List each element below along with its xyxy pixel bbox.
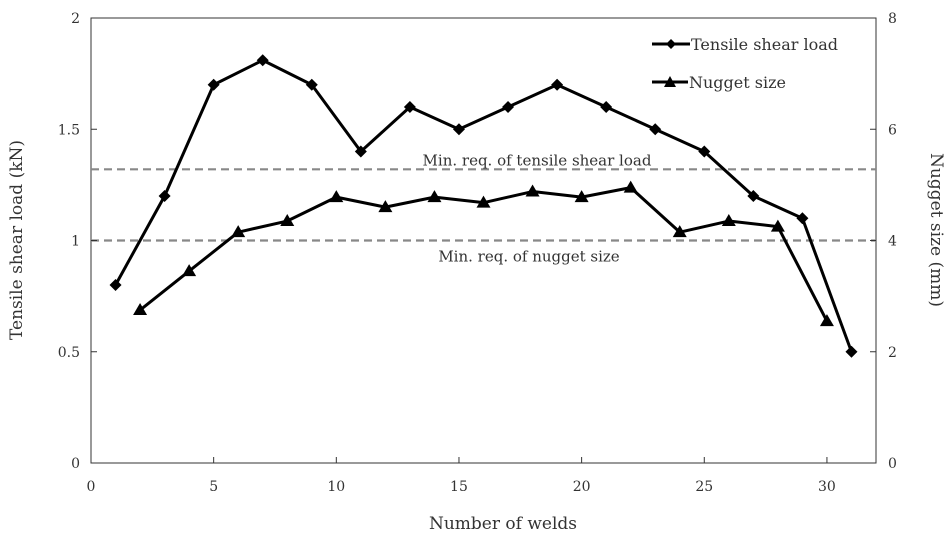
data-point-triangle xyxy=(133,303,148,316)
data-point-triangle xyxy=(231,225,246,238)
data-point-diamond xyxy=(698,145,711,158)
data-point-diamond xyxy=(158,190,171,202)
left-tick-label: 0 xyxy=(71,456,80,472)
legend-item-nugget-size: Nugget size xyxy=(652,73,786,92)
left-tick-label: 1 xyxy=(71,234,80,250)
data-point-triangle xyxy=(770,219,785,232)
data-point-diamond xyxy=(747,190,760,202)
reference-line-label: Min. req. of tensile shear load xyxy=(423,151,652,169)
right-tick-label: 0 xyxy=(888,456,897,472)
left-tick-label: 0.5 xyxy=(58,345,80,361)
legend-item-tensile-shear-load: Tensile shear load xyxy=(652,35,838,54)
data-point-diamond xyxy=(354,145,367,158)
data-point-diamond xyxy=(796,212,809,225)
data-point-triangle xyxy=(623,180,638,193)
right-tick-label: 2 xyxy=(888,345,897,361)
right-axis-ticks: 0 2 4 6 8 xyxy=(870,11,897,472)
data-point-diamond xyxy=(452,123,465,136)
legend-triangle-marker xyxy=(664,76,676,87)
data-point-triangle xyxy=(427,190,442,203)
data-point-triangle xyxy=(329,190,344,203)
data-point-triangle xyxy=(672,225,687,238)
x-axis-ticks: 0 5 10 15 20 25 30 xyxy=(87,457,836,495)
data-point-diamond xyxy=(649,123,662,136)
data-point-triangle xyxy=(819,314,834,327)
reference-line-label: Min. req. of nugget size xyxy=(438,248,619,266)
data-point-diamond xyxy=(109,279,122,291)
left-axis-label: Tensile shear load (kN) xyxy=(7,140,27,340)
legend-label-tensile-shear-load: Tensile shear load xyxy=(691,35,838,54)
data-point-diamond xyxy=(207,78,220,91)
series-layer xyxy=(109,54,858,358)
x-tick-label: 30 xyxy=(818,479,836,495)
data-point-diamond xyxy=(403,101,416,113)
data-point-triangle xyxy=(721,214,736,227)
reference-lines: Min. req. of tensile shear load Min. req.… xyxy=(91,151,876,266)
data-point-triangle xyxy=(378,200,393,213)
data-point-triangle xyxy=(280,214,295,227)
x-tick-label: 25 xyxy=(695,479,713,495)
x-tick-label: 20 xyxy=(573,479,591,495)
legend: Tensile shear load Nugget size xyxy=(652,35,838,92)
data-point-diamond xyxy=(551,78,564,91)
data-point-triangle xyxy=(182,264,197,277)
x-tick-label: 15 xyxy=(450,479,468,495)
data-point-triangle xyxy=(525,184,540,197)
x-tick-label: 5 xyxy=(209,479,218,495)
data-point-diamond xyxy=(256,54,269,67)
data-point-diamond xyxy=(305,78,318,91)
series-line-0 xyxy=(114,58,853,353)
x-tick-label: 0 xyxy=(87,479,96,495)
legend-label-nugget-size: Nugget size xyxy=(689,73,786,92)
data-point-diamond xyxy=(845,345,858,358)
data-point-triangle xyxy=(574,190,589,203)
right-tick-label: 4 xyxy=(888,234,897,250)
data-point-diamond xyxy=(600,101,613,113)
right-tick-label: 8 xyxy=(888,11,897,27)
right-axis-label: Nugget size (mm) xyxy=(926,153,946,307)
legend-diamond-marker xyxy=(666,39,676,49)
left-tick-label: 2 xyxy=(71,11,80,27)
x-axis-label: Number of welds xyxy=(429,514,577,534)
right-tick-label: 6 xyxy=(888,122,897,138)
data-point-diamond xyxy=(502,101,515,113)
left-tick-label: 1.5 xyxy=(58,122,80,138)
left-axis-ticks: 0 0.5 1 1.5 2 xyxy=(58,11,97,472)
data-point-triangle xyxy=(476,195,491,208)
x-tick-label: 10 xyxy=(327,479,345,495)
